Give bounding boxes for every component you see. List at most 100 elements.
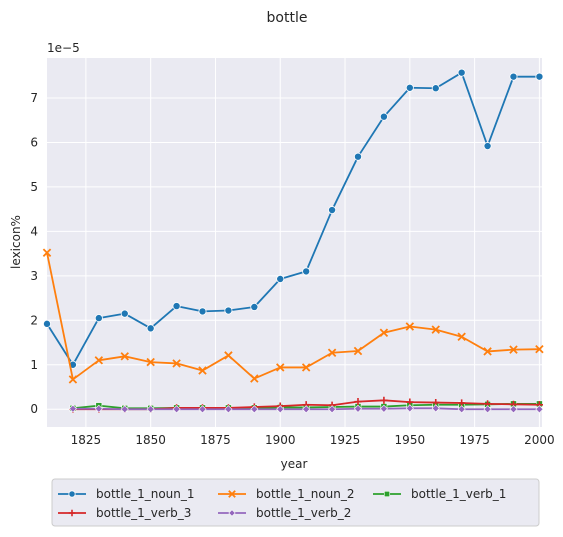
data-point — [509, 72, 518, 81]
data-point — [94, 356, 104, 365]
data-point — [535, 344, 544, 354]
data-point — [224, 405, 233, 414]
data-point — [405, 322, 415, 331]
data-point — [43, 319, 52, 328]
x-tick-label: 1925 — [330, 433, 361, 447]
y-tick-label: 5 — [30, 180, 38, 194]
data-point — [276, 363, 285, 372]
data-point — [120, 309, 129, 318]
data-point — [172, 302, 181, 311]
data-point — [276, 274, 285, 283]
y-axis: 0 1 2 3 4 5 6 7 — [30, 91, 38, 416]
data-point — [68, 375, 78, 384]
data-point — [457, 332, 466, 341]
data-point — [353, 404, 363, 413]
y-offset-text: 1e−5 — [47, 41, 80, 55]
data-point — [327, 348, 337, 357]
series-bottle_1_noun_2 — [42, 248, 544, 384]
data-point — [224, 351, 233, 360]
data-point — [302, 405, 311, 414]
data-point — [198, 366, 207, 375]
legend-item: bottle_1_noun_1 — [58, 487, 195, 501]
data-point — [94, 404, 103, 413]
data-point — [405, 83, 414, 92]
x-axis-label: year — [281, 457, 308, 471]
data-point — [224, 306, 233, 315]
y-tick-label: 3 — [30, 269, 38, 283]
legend: bottle_1_noun_1 bottle_1_noun_2 bottle_1_v… — [51, 478, 540, 527]
data-point — [42, 248, 52, 257]
data-point — [172, 405, 181, 414]
data-point — [483, 142, 492, 151]
legend-box — [51, 478, 540, 527]
legend-label: bottle_1_noun_1 — [96, 487, 195, 501]
data-point — [120, 352, 129, 361]
data-point — [405, 404, 414, 413]
legend-label: bottle_1_verb_1 — [411, 487, 506, 501]
data-point — [250, 405, 259, 414]
x-tick-label: 1950 — [395, 433, 426, 447]
data-point — [328, 405, 337, 414]
y-tick-label: 1 — [30, 358, 38, 372]
data-point — [535, 405, 544, 414]
data-point — [379, 328, 389, 337]
data-point — [228, 509, 236, 517]
legend-item: bottle_1_verb_3 — [58, 506, 191, 520]
data-point — [198, 307, 207, 316]
x-tick-label: 2000 — [524, 433, 555, 447]
legend-label: bottle_1_noun_2 — [256, 487, 355, 501]
data-point — [276, 405, 285, 414]
data-point — [535, 72, 544, 81]
data-point — [431, 325, 440, 334]
data-point — [146, 357, 155, 367]
y-tick-label: 4 — [30, 224, 38, 238]
plot-area — [47, 58, 542, 427]
legend-item: bottle_1_verb_2 — [218, 506, 351, 520]
data-point — [250, 302, 259, 311]
series-line — [46, 71, 540, 366]
series-line — [46, 252, 540, 381]
data-point — [302, 267, 311, 276]
data-point — [431, 404, 440, 413]
data-point — [94, 314, 103, 323]
series-group — [42, 68, 544, 414]
data-point — [431, 84, 440, 93]
legend-item: bottle_1_verb_1 — [373, 487, 506, 501]
data-point — [509, 345, 518, 354]
legend-label: bottle_1_verb_3 — [96, 506, 191, 520]
y-tick-label: 2 — [30, 313, 38, 327]
x-tick-label: 1850 — [135, 433, 166, 447]
data-point — [146, 405, 155, 414]
data-point — [198, 405, 207, 414]
data-point — [68, 490, 76, 498]
x-tick-label: 1875 — [200, 433, 231, 447]
x-tick-label: 1900 — [265, 433, 296, 447]
data-point — [483, 405, 492, 414]
data-point — [301, 363, 311, 372]
data-point — [509, 405, 518, 414]
chart-title: bottle — [267, 10, 308, 26]
legend-label: bottle_1_verb_2 — [256, 506, 351, 520]
data-point — [379, 404, 388, 413]
data-point — [146, 324, 155, 333]
data-point — [353, 152, 362, 161]
data-point — [172, 359, 181, 368]
y-axis-label: lexicon% — [9, 215, 23, 269]
data-point — [457, 405, 466, 414]
x-axis: 1825 1850 1875 1900 1925 1950 1975 2000 — [71, 433, 555, 447]
series-bottle_1_verb_2 — [68, 404, 544, 414]
data-point — [250, 374, 259, 383]
y-tick-label: 7 — [30, 91, 38, 105]
legend-item: bottle_1_noun_2 — [218, 487, 355, 501]
data-point — [120, 405, 129, 414]
series-bottle_1_noun_1 — [43, 68, 544, 369]
x-tick-label: 1975 — [459, 433, 490, 447]
data-point — [68, 509, 76, 517]
data-point — [457, 68, 466, 77]
x-tick-label: 1825 — [71, 433, 102, 447]
data-point — [380, 396, 388, 404]
data-point — [354, 398, 362, 406]
data-point — [379, 112, 388, 121]
data-point — [383, 490, 391, 498]
